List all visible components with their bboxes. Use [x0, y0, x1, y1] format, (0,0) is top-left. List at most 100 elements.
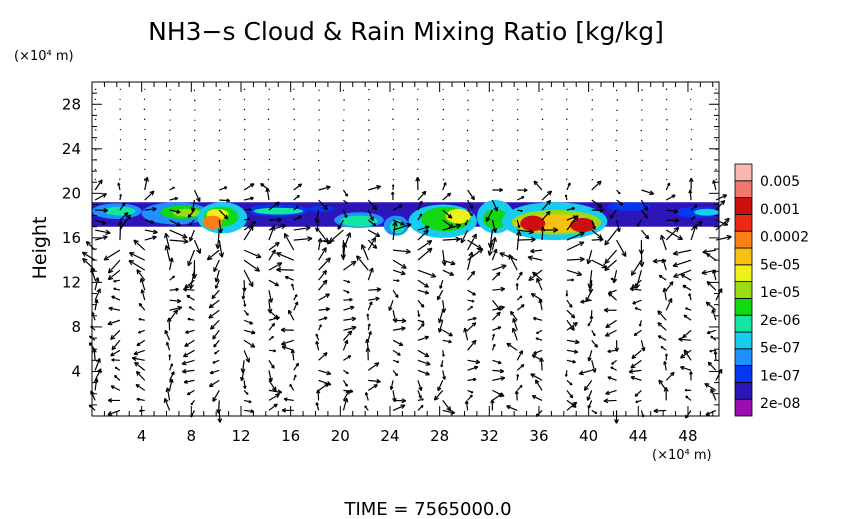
wind-vector: [534, 379, 543, 391]
wind-vector: [343, 389, 354, 394]
wind-vector: [530, 293, 543, 301]
wind-vector: [566, 108, 569, 111]
wind-vector: [208, 299, 220, 309]
wind-vector: [442, 178, 445, 181]
wind-vector: [283, 397, 294, 402]
wind-vector: [293, 148, 296, 151]
wind-vector: [243, 399, 252, 404]
wind-vector: [367, 159, 370, 162]
wind-vector: [113, 374, 121, 381]
wind-vector: [393, 248, 411, 255]
wind-vector: [342, 232, 352, 251]
wind-vector: [491, 109, 494, 112]
wind-vector: [113, 287, 121, 291]
wind-vector: [169, 309, 179, 321]
wind-vector: [467, 289, 477, 296]
wind-vector: [665, 194, 676, 201]
wind-vector: [243, 380, 247, 389]
wind-vector: [417, 335, 430, 341]
wind-vector: [242, 280, 247, 292]
wind-vector: [665, 297, 673, 311]
wind-vector: [417, 380, 423, 391]
wind-vector: [186, 294, 195, 301]
wind-vector: [616, 189, 621, 195]
wind-vector: [533, 180, 543, 191]
wind-vector: [293, 362, 300, 371]
wind-vector: [635, 399, 642, 404]
wind-vector: [208, 379, 220, 388]
wind-vector: [392, 259, 407, 269]
wind-vector: [682, 329, 692, 339]
wind-vector: [163, 397, 171, 411]
wind-vector: [144, 229, 158, 235]
wind-vector: [94, 178, 97, 181]
wind-vector: [133, 349, 145, 356]
wind-vector: [243, 108, 246, 111]
wind-vector: [193, 189, 201, 203]
wind-vector: [188, 306, 195, 311]
wind-vector: [267, 178, 270, 181]
wind-vector: [614, 410, 620, 424]
wind-vector: [417, 118, 420, 121]
wind-vector: [641, 159, 643, 162]
wind-vector: [343, 316, 357, 322]
wind-vector: [218, 98, 221, 101]
wind-vector: [138, 302, 146, 311]
wind-vector: [586, 390, 593, 401]
wind-vector: [491, 311, 501, 321]
wind-vector: [136, 397, 145, 402]
wind-vector: [591, 360, 597, 373]
wind-vector: [392, 221, 398, 241]
wind-vector: [491, 139, 493, 142]
wind-vector: [95, 207, 109, 213]
wind-vector: [615, 219, 621, 233]
wind-vector: [442, 329, 453, 337]
wind-vector: [417, 148, 420, 151]
wind-vector: [243, 389, 249, 395]
wind-vector: [485, 209, 493, 222]
wind-vector: [541, 138, 544, 141]
wind-vector-field: [81, 88, 732, 424]
wind-vector: [467, 99, 470, 102]
wind-vector: [442, 108, 445, 111]
wind-vector: [665, 281, 674, 291]
wind-vector: [417, 279, 429, 288]
wind-vector: [417, 128, 419, 131]
wind-vector: [417, 190, 427, 201]
colorbar-swatch: [734, 331, 753, 350]
wind-vector: [591, 219, 596, 230]
wind-vector: [368, 287, 382, 293]
wind-vector: [217, 219, 223, 234]
cloud-region-12: [309, 205, 335, 213]
wind-vector: [566, 278, 575, 282]
wind-vector: [704, 383, 717, 391]
wind-vector: [634, 389, 642, 397]
colorbar-swatch: [734, 264, 753, 282]
colorbar: 0.005 0.001 0.0002 5e-05 1e-05 2e-06 5e-07 1e-0…: [734, 163, 809, 417]
wind-vector: [128, 259, 146, 271]
wind-vector: [491, 199, 499, 212]
wind-vector: [530, 248, 543, 254]
wind-vector: [640, 169, 643, 172]
wind-vector: [564, 194, 568, 201]
wind-vector: [293, 215, 302, 221]
plot-frame: [91, 81, 720, 417]
wind-vector: [343, 260, 357, 271]
wind-vector: [607, 376, 617, 381]
wind-vector: [392, 289, 399, 299]
wind-vector: [243, 225, 254, 241]
x-tick-label: 40: [579, 427, 598, 445]
colorbar-label: 2e-08: [760, 396, 800, 412]
wind-vector: [81, 251, 96, 261]
wind-vector: [318, 307, 330, 312]
wind-vector: [169, 229, 188, 239]
wind-vector: [566, 359, 576, 364]
wind-vector: [94, 229, 111, 235]
x-axis-unit: (×10⁴ m): [652, 448, 712, 463]
wind-vector: [591, 108, 594, 111]
x-tick-label: 48: [678, 427, 697, 445]
wind-vector: [392, 349, 401, 356]
wind-vector: [243, 183, 255, 191]
wind-vector: [119, 158, 122, 161]
